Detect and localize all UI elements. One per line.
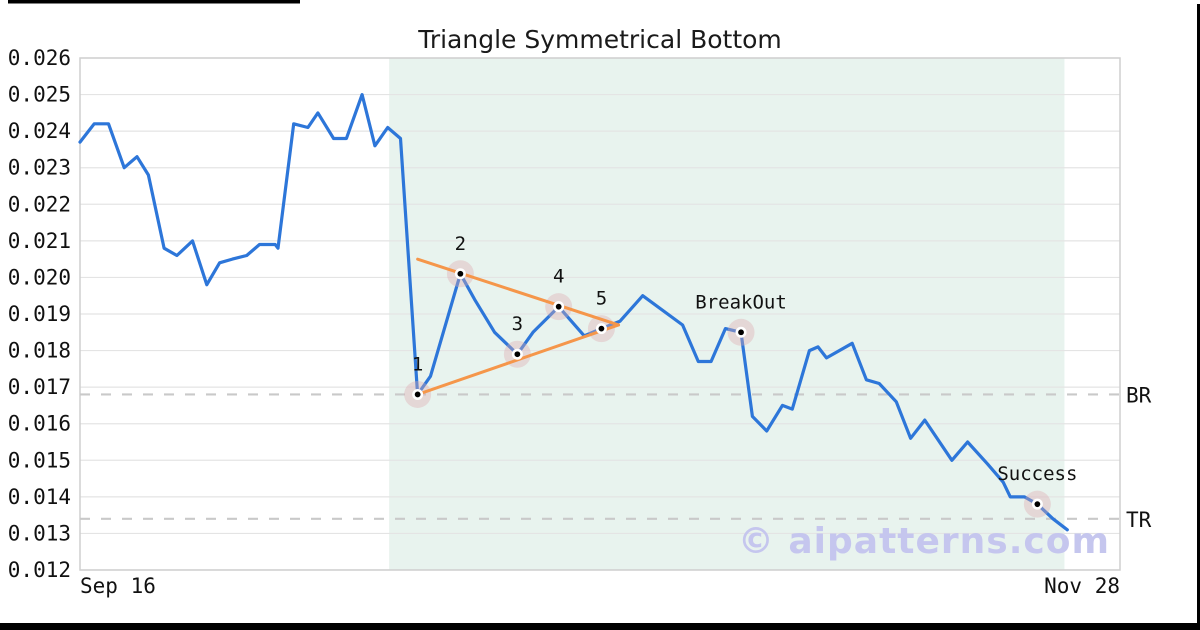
price-line (78, 92, 1069, 532)
marker-dot-breakout (735, 326, 747, 338)
marker-dot-2 (454, 268, 466, 280)
frame-top-bar (8, 0, 300, 4)
level-lines-layer (80, 393, 1120, 520)
marker-dot-3 (511, 348, 523, 360)
y-axis-tick: 0.022 (8, 192, 71, 216)
y-axis-tick: 0.024 (8, 119, 71, 143)
marker-label-3: 3 (512, 313, 523, 335)
y-axis-tick: 0.017 (8, 375, 71, 399)
upper-trendline (416, 257, 621, 327)
marker-layer: 1 2 3 4 5 BreakOut Success (412, 233, 1077, 510)
x-axis-tick-start: Sep 16 (80, 574, 156, 598)
marker-dot-1 (412, 388, 424, 400)
x-axis-tick-end: Nov 28 (1044, 574, 1120, 598)
marker-label-1: 1 (412, 353, 423, 375)
chart-title: Triangle Symmetrical Bottom (417, 25, 782, 54)
y-axis-tick: 0.020 (8, 265, 71, 289)
gridline-layer: 0.026 0.025 0.024 0.023 0.022 0.021 0.020 0.019… (8, 46, 1121, 582)
frame-bottom-bar (0, 623, 1200, 630)
breakout-level-label: BR (1126, 383, 1152, 407)
marker-dot-4 (553, 301, 565, 313)
marker-label-success: Success (997, 463, 1077, 485)
y-axis-tick: 0.026 (8, 46, 71, 70)
y-axis-tick: 0.021 (8, 229, 71, 253)
marker-dot-5 (595, 323, 607, 335)
marker-label-2: 2 (455, 233, 466, 255)
y-axis-tick: 0.025 (8, 83, 71, 107)
marker-label-4: 4 (553, 266, 564, 288)
y-axis-tick: 0.023 (8, 156, 71, 180)
marker-label-breakout: BreakOut (695, 291, 787, 313)
y-axis-tick: 0.019 (8, 302, 71, 326)
y-axis-tick: 0.015 (8, 448, 71, 472)
y-axis-tick: 0.018 (8, 339, 71, 363)
y-axis-tick: 0.014 (8, 485, 71, 509)
frame-right-bar (1197, 4, 1200, 630)
watermark: © aipatterns.com (738, 521, 1110, 562)
target-level-label: TR (1126, 508, 1152, 532)
y-axis-tick: 0.016 (8, 412, 71, 436)
marker-dot-success (1031, 498, 1043, 510)
plot-border (79, 57, 1121, 571)
y-axis-tick: 0.012 (8, 558, 71, 582)
y-axis-tick: 0.013 (8, 521, 71, 545)
marker-label-5: 5 (596, 288, 607, 310)
lower-trendline (416, 323, 621, 396)
